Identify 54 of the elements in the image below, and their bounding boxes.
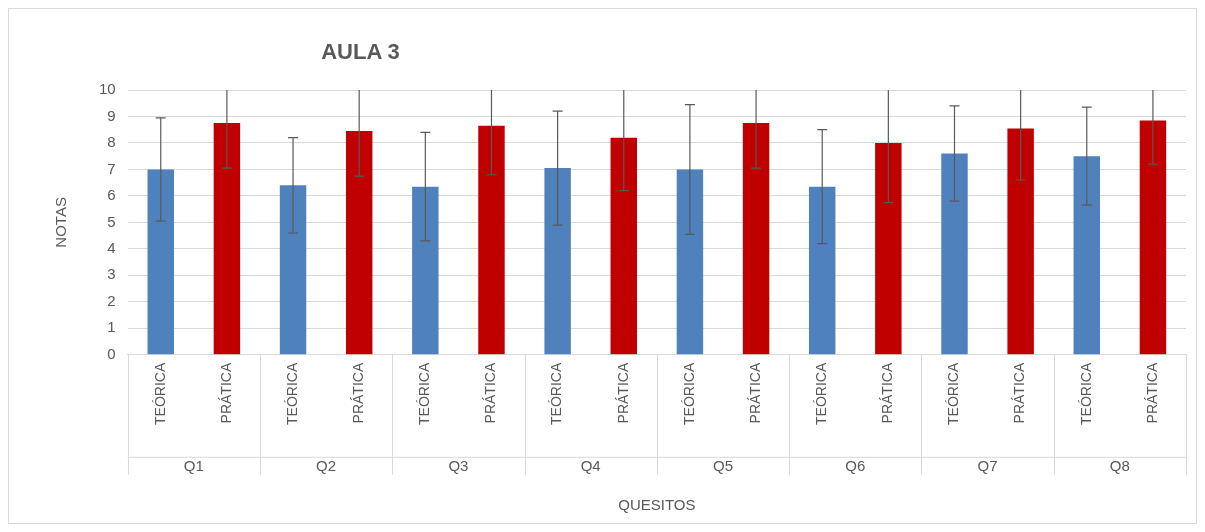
- x-tick-label: PRÁTICA: [746, 362, 763, 424]
- x-tick-label: TEÓRICA: [151, 362, 168, 426]
- chart-title: AULA 3: [321, 39, 400, 65]
- text: Q5: [712, 456, 733, 474]
- x-tick-label: TEÓRICA: [945, 362, 962, 426]
- text: Q8: [1109, 456, 1130, 474]
- x-tick-label: TEÓRICA: [283, 362, 300, 426]
- y-tick-label: 0: [107, 344, 116, 362]
- text: Q1: [183, 456, 204, 474]
- x-tick-label: TEÓRICA: [416, 362, 433, 426]
- y-tick-label: 8: [107, 133, 116, 151]
- x-tick-label: TEÓRICA: [680, 362, 697, 426]
- x-tick-label: PRÁTICA: [482, 362, 499, 424]
- x-tick-label: PRÁTICA: [1011, 362, 1028, 424]
- bar: [147, 169, 174, 355]
- x-tick-label: PRÁTICA: [614, 362, 631, 424]
- bar: [742, 123, 770, 355]
- bar: [875, 142, 902, 355]
- text: Q2: [316, 456, 337, 474]
- x-tick-label: TEÓRICA: [813, 362, 830, 426]
- bar: [941, 153, 968, 355]
- y-tick-label: 10: [99, 80, 116, 98]
- y-tick-label: 1: [107, 318, 116, 336]
- bar: [1007, 128, 1034, 355]
- bar: [676, 169, 704, 355]
- bar: [412, 186, 439, 355]
- bar: [1073, 156, 1101, 355]
- x-tick-label: PRÁTICA: [879, 362, 896, 424]
- bar: [279, 185, 307, 355]
- bar: [1139, 120, 1167, 355]
- text: Q6: [845, 456, 866, 474]
- text: Q3: [448, 456, 469, 474]
- bar: [544, 168, 571, 355]
- y-tick-label: 2: [107, 291, 116, 309]
- y-axis-title: NOTAS: [52, 197, 70, 248]
- y-tick-label: 4: [107, 239, 116, 256]
- x-tick-label: PRÁTICA: [1143, 362, 1160, 424]
- y-tick-label: 6: [107, 186, 116, 204]
- x-tick-label: TEÓRICA: [1077, 362, 1094, 426]
- bar: [610, 137, 637, 355]
- text: Q7: [977, 456, 998, 474]
- y-tick-label: 7: [107, 159, 116, 177]
- x-tick-label: PRÁTICA: [350, 362, 367, 424]
- bar: [345, 131, 373, 355]
- bar: [808, 186, 836, 355]
- text: Q4: [580, 456, 601, 474]
- y-tick-label: 3: [107, 265, 116, 283]
- x-tick-label: TEÓRICA: [548, 362, 565, 426]
- y-tick-label: 5: [107, 212, 116, 230]
- bar: [478, 125, 505, 355]
- x-tick-label: PRÁTICA: [217, 362, 234, 424]
- x-axis-title: QUESITOS: [618, 496, 696, 514]
- bar: [213, 123, 241, 355]
- y-tick-label: 9: [107, 106, 116, 124]
